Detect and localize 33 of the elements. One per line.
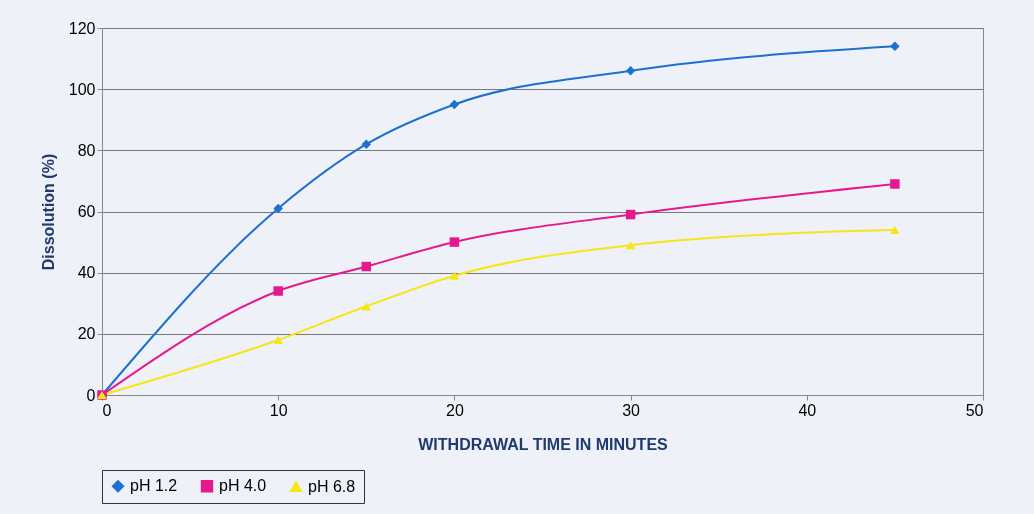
y-tick-label: 120: [68, 19, 96, 37]
point: [625, 66, 636, 76]
point: [273, 335, 283, 345]
legend-label: pH 1.2: [130, 477, 178, 495]
y-tick-label: 80: [77, 141, 96, 159]
point: [449, 237, 460, 247]
point: [449, 271, 460, 280]
point: [273, 286, 283, 296]
legend-label: pH 6.8: [308, 477, 356, 495]
point: [625, 209, 636, 220]
x-tick-label: 30: [622, 401, 641, 419]
point: [361, 261, 372, 272]
y-tick-label: 60: [77, 203, 96, 220]
y-tick-label: 40: [77, 264, 96, 282]
point: [361, 139, 372, 149]
y-tick-label: 100: [68, 80, 96, 98]
x-tick-label: 40: [798, 401, 817, 419]
point: [625, 241, 636, 250]
y-axis-title: Dissolution (%): [39, 153, 57, 271]
point: [361, 302, 372, 311]
y-tick-label: 20: [77, 325, 96, 343]
x-tick-label: 20: [446, 401, 464, 419]
y-tick-label: 0: [86, 386, 96, 404]
point: [273, 203, 283, 214]
point: [890, 179, 900, 189]
point: [449, 99, 460, 110]
x-axis-title: WITHDRAWAL TIME IN MINUTES: [418, 435, 669, 453]
point: [890, 41, 900, 52]
x-tick-label: 10: [269, 401, 288, 419]
x-tick-label: 0: [102, 401, 112, 419]
x-tick-label: 50: [965, 401, 984, 419]
legend-label: pH 4.0: [219, 477, 267, 495]
point: [890, 225, 900, 234]
